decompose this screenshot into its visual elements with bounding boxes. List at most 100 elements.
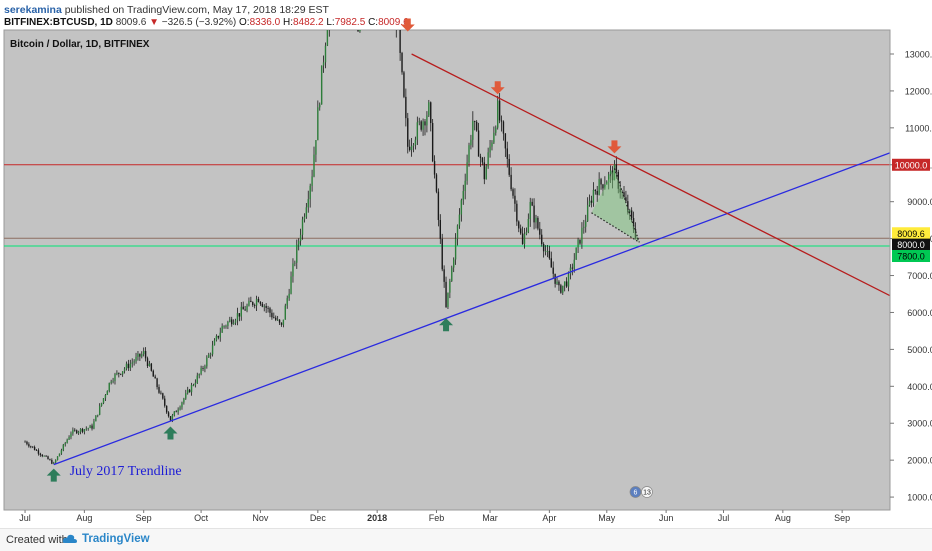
arrow-down-icon[interactable]	[400, 18, 415, 32]
candle	[257, 296, 260, 303]
candle	[135, 352, 137, 364]
candle-body	[62, 444, 65, 451]
candle	[506, 141, 508, 168]
price-label[interactable]: 8009.6	[892, 227, 930, 240]
time-axis[interactable]: Jul Aug Sep Oct Nov Dec 2018 Feb Mar Apr May Jun Jul…	[4, 509, 890, 523]
candle	[305, 202, 308, 219]
candle-body	[426, 115, 428, 126]
candle	[275, 315, 277, 322]
candle-body	[452, 259, 455, 268]
candle-body	[562, 285, 564, 293]
candle-body	[615, 164, 618, 172]
candle	[529, 197, 531, 227]
price-label[interactable]: 8000.0	[892, 238, 930, 251]
candle-body	[357, 30, 359, 32]
wedge-upper-line[interactable]	[613, 168, 640, 243]
arrow-up-icon[interactable]	[46, 468, 61, 482]
price-axis[interactable]: 1000.0 2000.0 3000.0 4000.0 5000.0 6000.0 7000…	[889, 30, 932, 510]
candle	[422, 118, 424, 136]
candle-body	[110, 381, 112, 383]
candle	[439, 214, 442, 244]
candle	[491, 140, 493, 151]
candle-body	[399, 30, 401, 53]
trendline-annotation[interactable]: July 2017 Trendline	[70, 464, 182, 479]
candle-body	[533, 205, 535, 223]
candle	[598, 172, 600, 196]
price-label[interactable]: 10000.0	[892, 158, 930, 171]
resistance-trendline[interactable]	[411, 53, 898, 300]
candle	[194, 379, 197, 388]
candle-body	[49, 459, 51, 461]
candle	[142, 347, 145, 357]
candle	[535, 214, 537, 229]
candle-body	[227, 321, 229, 326]
candle	[567, 271, 570, 292]
candle-body	[108, 382, 110, 391]
arrow-up-icon[interactable]	[439, 318, 454, 332]
candle-body	[493, 132, 495, 143]
candle	[470, 134, 472, 150]
wedge-lower-line[interactable]	[591, 212, 640, 243]
candle-body	[89, 425, 91, 429]
candle	[30, 445, 32, 449]
candle-body	[196, 375, 198, 383]
candle	[114, 372, 116, 385]
candle	[531, 198, 533, 207]
candle-body	[498, 100, 501, 121]
candle	[527, 213, 530, 234]
event-badge[interactable]: 13	[641, 486, 653, 498]
candle-body	[267, 307, 269, 309]
candle	[225, 324, 227, 329]
tradingview-logo-text[interactable]: TradingView	[82, 533, 150, 545]
candle-body	[500, 120, 503, 122]
candle	[433, 155, 436, 179]
plot-area[interactable]	[3, 29, 891, 511]
candle-body	[217, 335, 220, 338]
candle-body	[35, 450, 38, 451]
candle-body	[521, 233, 524, 245]
candle	[613, 160, 616, 181]
candle	[604, 176, 606, 190]
candle-body	[144, 351, 147, 359]
price-tick-label: 7000.0	[907, 271, 932, 281]
event-badge[interactable]: 6	[629, 486, 642, 498]
price-label-text: 8000.0	[897, 240, 925, 250]
candle-body	[458, 214, 461, 226]
price-label[interactable]: 7800.0	[892, 250, 930, 262]
candle-body	[472, 121, 474, 140]
candle	[231, 316, 233, 327]
candle-body	[367, 1, 368, 8]
candle	[489, 140, 491, 158]
candle-body	[627, 201, 629, 213]
candle-body	[219, 332, 221, 338]
candle	[632, 211, 635, 233]
author-link[interactable]: serekamina	[4, 4, 62, 16]
price-chart[interactable]: July 2017 Trendline 6 13 Bitcoin / Dollar, …	[0, 0, 932, 528]
candle-body	[556, 281, 558, 284]
arrow-down-icon[interactable]	[607, 140, 622, 154]
time-tick-label: Sep	[136, 513, 152, 523]
price-label-bg	[892, 158, 930, 171]
candle-body	[485, 166, 487, 180]
candle	[550, 251, 552, 268]
wedge-pattern-fill[interactable]	[591, 168, 640, 243]
candle-body	[474, 121, 476, 122]
candle-body	[541, 234, 543, 245]
candle	[430, 101, 432, 132]
candle-body	[244, 309, 246, 311]
candle-body	[398, 25, 399, 27]
candle-body	[263, 305, 265, 307]
candle	[127, 359, 130, 371]
arrow-up-icon[interactable]	[163, 426, 178, 440]
candle-body	[177, 409, 179, 413]
candle	[324, 42, 327, 69]
candle	[565, 277, 568, 288]
candle-body	[594, 189, 597, 192]
arrow-down-icon[interactable]	[490, 81, 505, 95]
support-trendline[interactable]	[53, 150, 898, 466]
candle-body	[187, 389, 189, 394]
candle	[263, 304, 265, 312]
candle	[546, 244, 549, 258]
candle-body	[581, 227, 583, 244]
candle	[110, 379, 112, 385]
